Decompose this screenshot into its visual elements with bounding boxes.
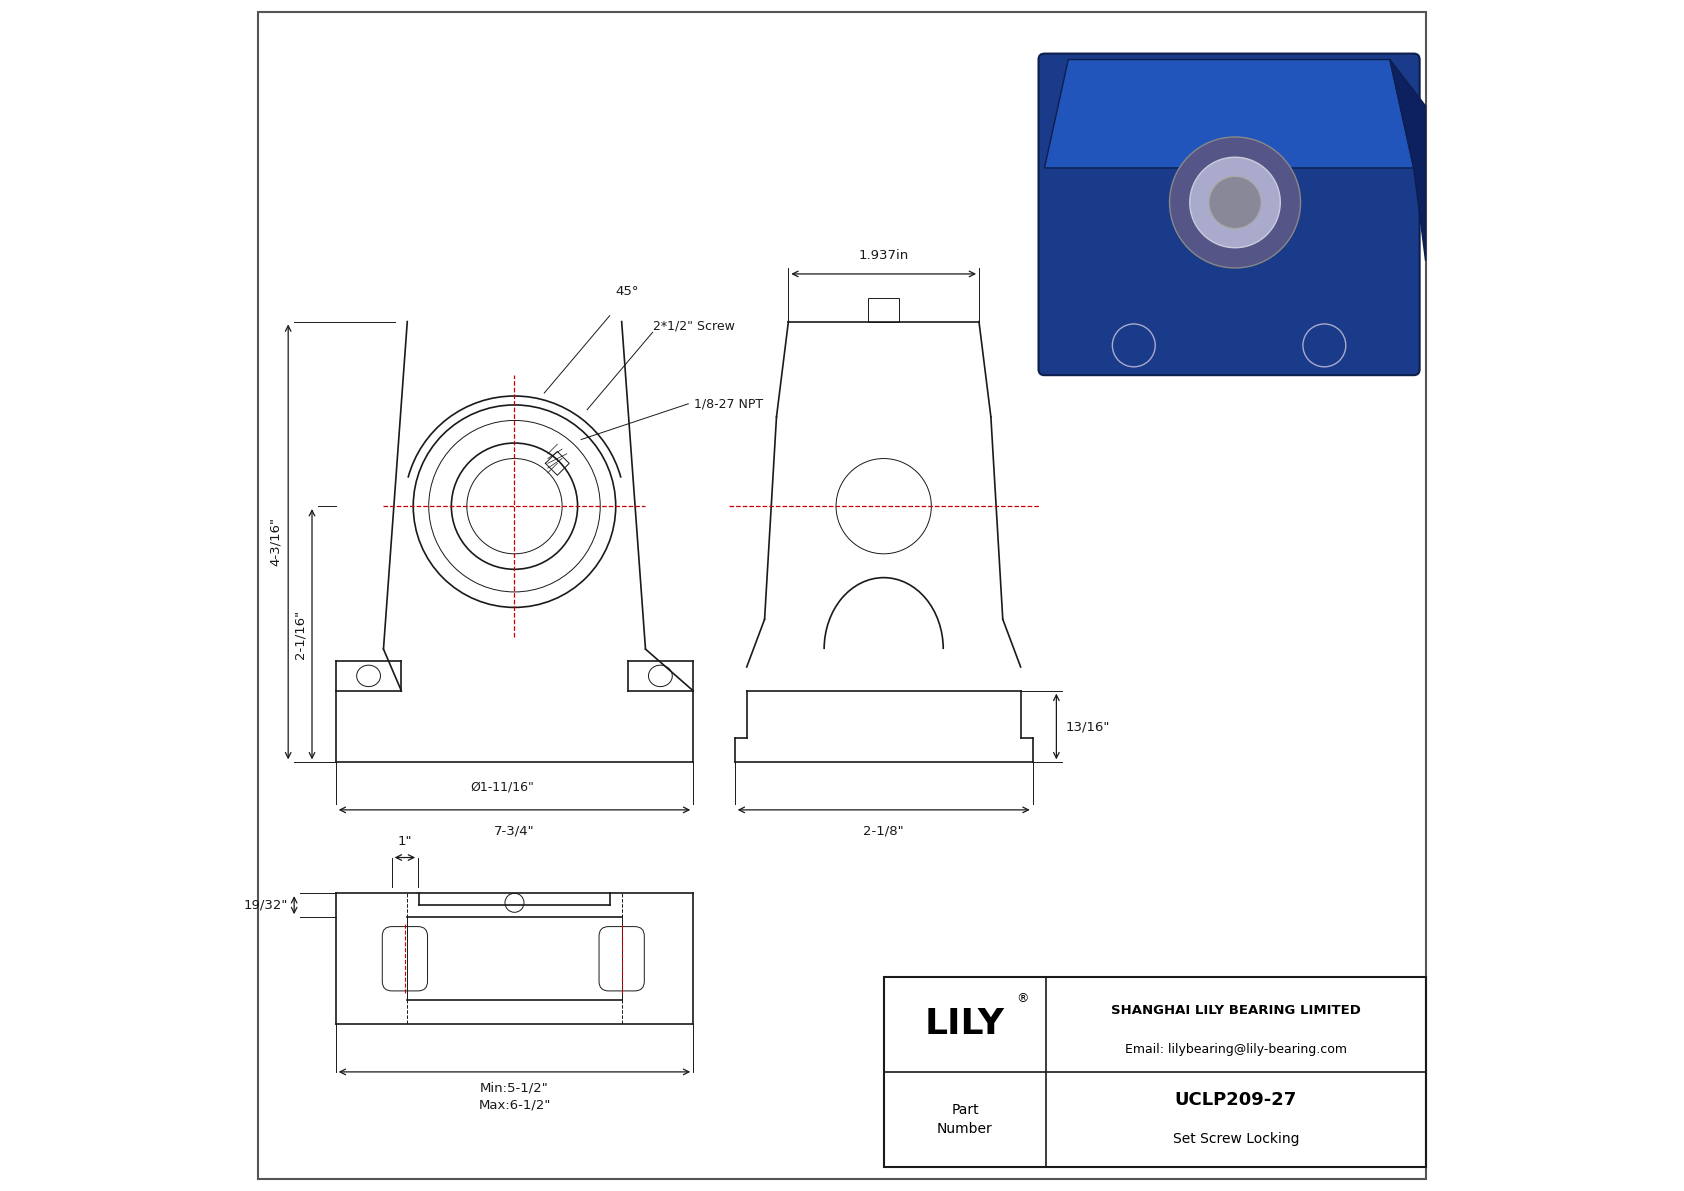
Text: 2*1/2" Screw: 2*1/2" Screw — [653, 320, 734, 332]
FancyBboxPatch shape — [1039, 54, 1420, 375]
Circle shape — [1209, 176, 1261, 229]
Text: Set Screw Locking: Set Screw Locking — [1172, 1131, 1298, 1146]
Text: ®: ® — [1015, 992, 1029, 1004]
Text: 7-3/4": 7-3/4" — [493, 824, 536, 837]
Text: Max:6-1/2": Max:6-1/2" — [478, 1098, 551, 1111]
Text: Ø1-11/16": Ø1-11/16" — [470, 780, 534, 793]
Text: 1/8-27 NPT: 1/8-27 NPT — [694, 398, 763, 410]
Circle shape — [1169, 137, 1300, 268]
Circle shape — [1113, 324, 1155, 367]
Text: 2-1/16": 2-1/16" — [293, 610, 306, 659]
Polygon shape — [1389, 60, 1426, 261]
Text: 1.937in: 1.937in — [859, 249, 909, 262]
Circle shape — [1191, 157, 1280, 248]
Circle shape — [1303, 324, 1346, 367]
Text: Email: lilybearing@lily-bearing.com: Email: lilybearing@lily-bearing.com — [1125, 1042, 1347, 1055]
Text: 19/32": 19/32" — [244, 899, 288, 911]
Text: 13/16": 13/16" — [1066, 721, 1110, 732]
Bar — [884, 977, 1426, 1167]
Text: UCLP209-27: UCLP209-27 — [1175, 1091, 1297, 1110]
Text: 1": 1" — [397, 835, 413, 848]
Text: Part
Number: Part Number — [936, 1103, 994, 1136]
Text: SHANGHAI LILY BEARING LIMITED: SHANGHAI LILY BEARING LIMITED — [1111, 1004, 1361, 1017]
Text: 4-3/16": 4-3/16" — [269, 517, 283, 567]
Text: LILY: LILY — [925, 1008, 1005, 1041]
Text: Min:5-1/2": Min:5-1/2" — [480, 1081, 549, 1095]
Bar — [869, 298, 899, 322]
Text: 45°: 45° — [616, 285, 640, 298]
Text: 2-1/8": 2-1/8" — [864, 824, 904, 837]
Polygon shape — [1044, 60, 1413, 168]
